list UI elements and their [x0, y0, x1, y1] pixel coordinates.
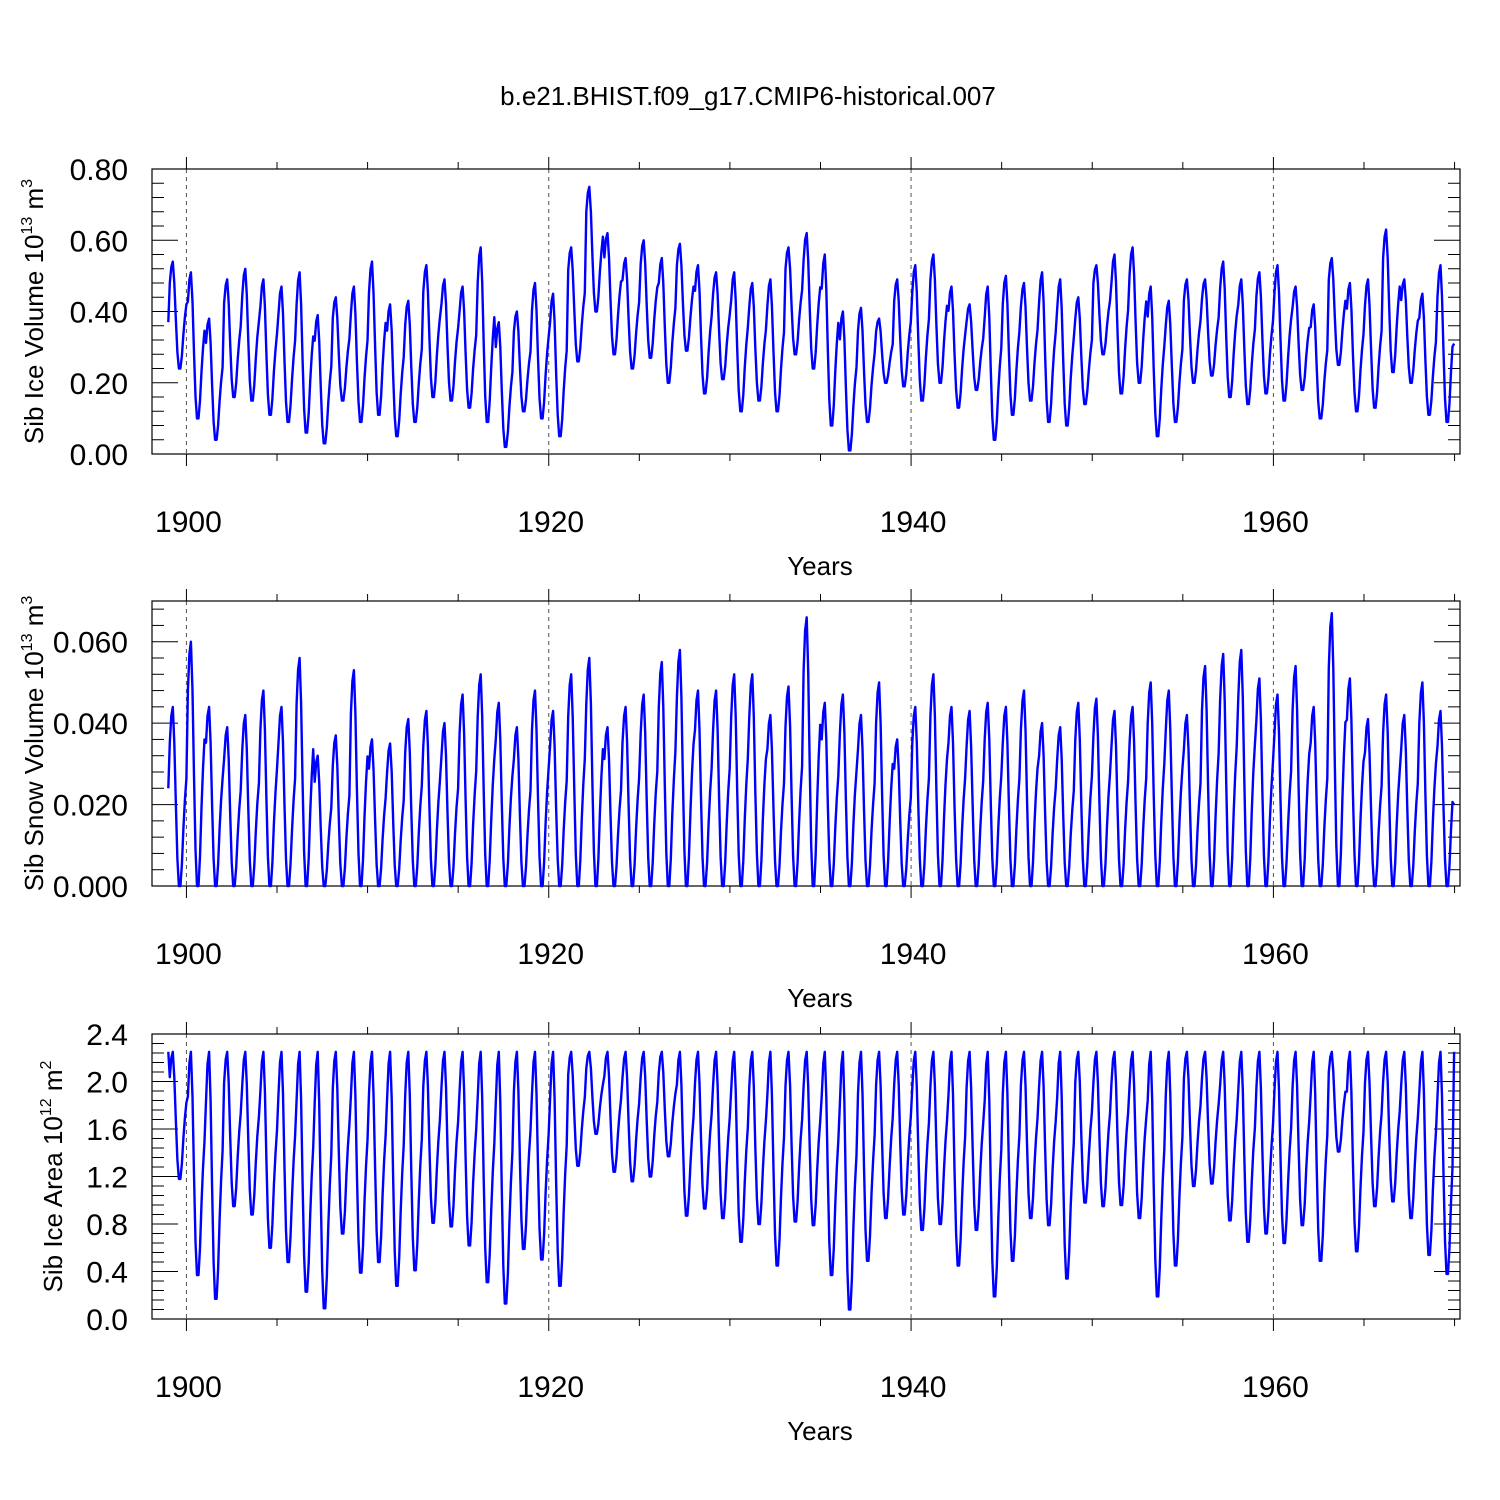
x-axis-label: Years — [787, 1416, 853, 1446]
x-tick-label: 1920 — [517, 1371, 584, 1404]
x-tick-label: 1900 — [155, 938, 222, 971]
x-tick-label: 1920 — [517, 938, 584, 971]
x-tick-label: 1940 — [880, 938, 947, 971]
x-axis-label: Years — [787, 551, 853, 581]
y-axis-label: Sib Ice Volume 1013 m3 — [19, 179, 49, 444]
y-tick-label: 0.060 — [53, 627, 128, 660]
panel-sib-ice-volume: 1900 1920 1940 1960 0.00 0.20 0.40 0.60 0.80 Year… — [19, 154, 1461, 581]
y-tick-label: 2.0 — [86, 1067, 128, 1100]
x-tick-label: 1900 — [155, 506, 222, 539]
y-tick-label: 1.6 — [86, 1114, 128, 1147]
y-tick-label: 0.8 — [86, 1209, 128, 1242]
x-tick-label: 1960 — [1242, 1371, 1309, 1404]
x-tick-label: 1940 — [880, 1371, 947, 1404]
y-tick-label: 0.00 — [70, 439, 128, 472]
panel-sib-snow-volume: 1900 1920 1940 1960 0.000 0.020 0.040 0.060 Year… — [19, 589, 1461, 1013]
x-axis-label: Years — [787, 983, 853, 1013]
y-tick-label: 0.0 — [86, 1304, 128, 1337]
x-tick-label: 1940 — [880, 506, 947, 539]
series-line — [167, 612, 1456, 888]
x-tick-label: 1920 — [517, 506, 584, 539]
y-tick-label: 2.4 — [86, 1019, 128, 1052]
plot-frame — [151, 1033, 1461, 1320]
y-tick-label: 0.020 — [53, 790, 128, 823]
x-tick-label: 1960 — [1242, 938, 1309, 971]
y-axis-label: Sib Snow Volume 1013 m3 — [19, 596, 49, 892]
y-tick-label: 0.040 — [53, 708, 128, 741]
plot-frame — [151, 168, 1461, 455]
y-tick-label: 0.20 — [70, 368, 128, 401]
x-tick-label: 1960 — [1242, 506, 1309, 539]
y-axis-label: Sib Ice Area 1012 m2 — [38, 1060, 68, 1292]
y-tick-label: 0.80 — [70, 154, 128, 187]
y-tick-label: 0.60 — [70, 225, 128, 258]
series-line — [167, 1050, 1456, 1311]
y-tick-label: 0.40 — [70, 297, 128, 330]
y-tick-label: 0.4 — [86, 1257, 128, 1290]
panel-sib-ice-area: 1900 1920 1940 1960 0.0 0.4 0.8 1.2 1.6 2.0 2.4 Yea… — [38, 1019, 1461, 1446]
y-tick-label: 0.000 — [53, 871, 128, 904]
series-line — [167, 185, 1456, 452]
x-tick-label: 1900 — [155, 1371, 222, 1404]
figure-title: b.e21.BHIST.f09_g17.CMIP6-historical.007 — [500, 81, 996, 111]
y-tick-label: 1.2 — [86, 1162, 128, 1195]
plot-frame — [151, 600, 1461, 887]
